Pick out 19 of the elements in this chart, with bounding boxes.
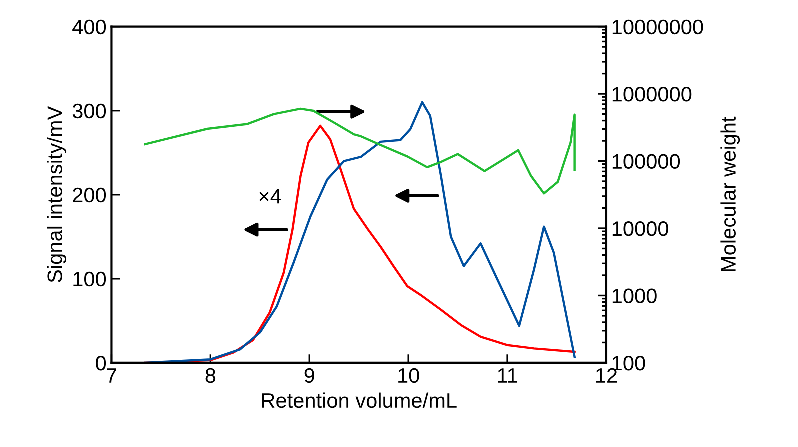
y2-tick-label: 10000 (612, 222, 668, 236)
annotation: ×4 (260, 189, 282, 204)
y-tick-label: 0 (96, 356, 106, 371)
y-tick-label: 400 (72, 20, 106, 35)
x-tick-label: 9 (304, 368, 314, 384)
y2-tick-label: 10000000 (612, 20, 704, 35)
y-tick-label: 300 (72, 104, 106, 119)
x-tick-label: 8 (206, 368, 216, 384)
y2-tick-label: 100000 (612, 154, 680, 170)
y-tick-label: 200 (73, 188, 106, 203)
x-tick-label: 7 (106, 368, 116, 383)
x-axis-title: Retention volume/mL (262, 392, 457, 408)
y2-tick-label: 1000000 (612, 87, 692, 102)
y-axis-title: Signal intensity/mV (47, 106, 67, 283)
y2-tick-label: 1000 (612, 288, 657, 304)
x-tick-label: 11 (498, 368, 518, 383)
y-tick-label: 100 (74, 272, 106, 287)
x-tick-label: 10 (398, 368, 420, 384)
y2-axis-title: Molecular weight (720, 116, 740, 272)
